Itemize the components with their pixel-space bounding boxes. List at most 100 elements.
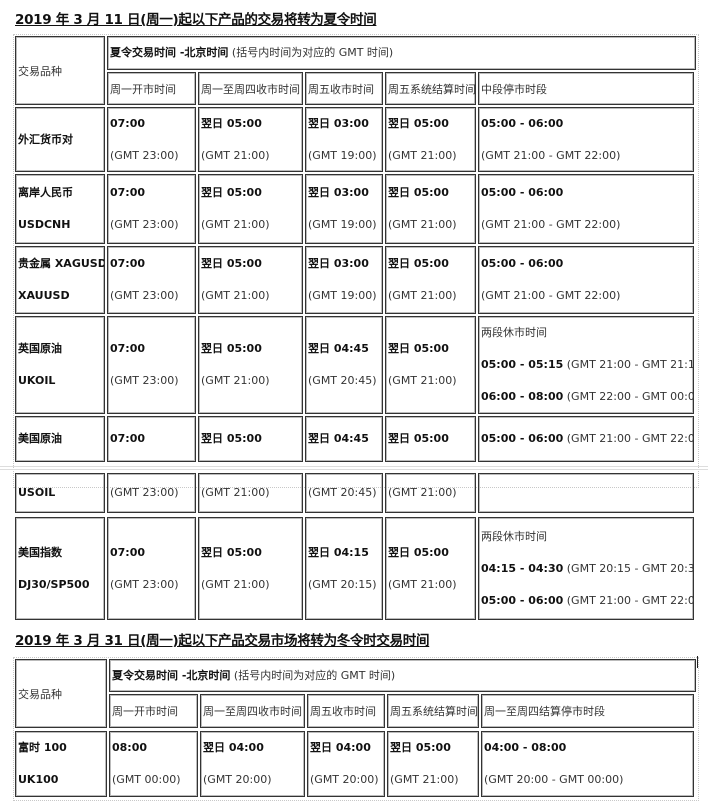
time-cell: 05:00 - 06:00 (GMT 21:00 - GMT 22:00) [478, 246, 694, 314]
normal-text: (GMT 21:00 - GMT 22:00) [481, 218, 621, 231]
bold-text: 07:00 [110, 342, 146, 355]
cell-line: USDCNH [18, 209, 104, 241]
cell-line: (GMT 21:00) [201, 280, 302, 312]
cell-line: (GMT 20:00) [203, 764, 304, 796]
cell-line: 美国原油 [18, 423, 104, 455]
cell-line: (GMT 21:00) [388, 365, 475, 397]
cell-line: 英国原油 [18, 333, 104, 365]
normal-text: 两段休市时间 [481, 326, 547, 339]
cell-line: (GMT 21:00) [388, 477, 475, 509]
normal-text: (GMT 21:00 - GMT 22:00) [563, 432, 694, 445]
normal-text: (GMT 20:15) [308, 577, 377, 591]
normal-text: (GMT 21:00) [201, 577, 270, 591]
cell-line: 美国指数 [18, 537, 104, 569]
cell-line: 翌日 05:00 [390, 732, 478, 764]
normal-text: (GMT 20:00 - GMT 00:00) [484, 773, 624, 786]
bold-text: 翌日 04:45 [308, 342, 369, 355]
bold-text: 08:00 [112, 741, 148, 754]
text-cursor [697, 656, 698, 668]
normal-text: (GMT 20:00) [310, 773, 379, 786]
cell-line: 07:00 [110, 423, 195, 455]
cell-line: 04:15 - 04:30 (GMT 20:15 - GMT 20:30) [481, 553, 693, 585]
column-header-label: 周五收市时间 [310, 705, 376, 718]
cell-line: (GMT 00:00) [112, 764, 197, 796]
bold-text: UK100 [18, 773, 59, 786]
cell-line: (GMT 20:00 - GMT 00:00) [484, 764, 693, 796]
cell-line: (GMT 20:15) [308, 569, 382, 601]
cell-line: 05:00 - 06:00 [481, 177, 693, 209]
normal-text: (GMT 21:00) [201, 218, 270, 231]
time-cell: 翌日 05:00 (GMT 21:00) [385, 246, 476, 314]
cell-line: UK100 [18, 764, 106, 796]
cell-line: (GMT 21:00 - GMT 22:00) [481, 140, 693, 172]
cell-line: (GMT 21:00) [201, 569, 302, 601]
column-header-label: 周一开市时间 [110, 82, 176, 96]
column-header-label: 周五收市时间 [308, 82, 374, 96]
cell-line: 翌日 05:00 [388, 177, 475, 209]
normal-text: (GMT 23:00) [110, 218, 179, 231]
time-cell: 翌日 05:00 (GMT 21:00) [198, 107, 303, 172]
normal-text: (GMT 21:00) [390, 773, 459, 786]
cell-line: (GMT 19:00) [308, 140, 382, 172]
product-cell: USOIL [15, 473, 105, 513]
time-cell: 翌日 04:45 (GMT 20:45) [305, 316, 383, 414]
normal-text: (GMT 21:00) [388, 486, 457, 499]
normal-text: (GMT 21:00 - GMT 22:00) [481, 148, 621, 162]
cell-line: (GMT 21:00) [390, 764, 478, 796]
normal-text: (GMT 20:45) [308, 374, 377, 387]
column-header: 周五收市时间 [305, 72, 383, 105]
normal-text: (GMT 21:00) [388, 374, 457, 387]
normal-text: (GMT 21:00) [201, 148, 270, 162]
time-cell: (GMT 20:45) [305, 473, 383, 513]
cell-line: 翌日 05:00 [201, 537, 302, 569]
cell-line: 07:00 [110, 108, 195, 140]
time-cell: (GMT 21:00) [385, 473, 476, 513]
cell-line: 翌日 05:00 [388, 333, 475, 365]
time-cell: 翌日 05:00 (GMT 21:00) [385, 316, 476, 414]
normal-text: (GMT 20:00) [203, 773, 272, 786]
bold-text: 05:00 - 05:15 [481, 358, 564, 371]
bold-text: USOIL [18, 486, 56, 499]
cell-line: 翌日 05:00 [201, 177, 302, 209]
time-cell: 07:00 (GMT 23:00) [107, 174, 196, 244]
cell-line: 翌日 03:00 [308, 108, 382, 140]
cell-line: (GMT 21:00 - GMT 22:00) [481, 280, 693, 312]
time-cell: 翌日 05:00 (GMT 21:00) [387, 731, 479, 797]
cell-line: UKOIL [18, 365, 104, 397]
normal-text: (GMT 23:00) [110, 577, 179, 591]
bold-text: 翌日 05:00 [201, 186, 262, 199]
time-cell: 07:00 (GMT 23:00) [107, 107, 196, 172]
normal-text: (GMT 22:00 - GMT 00:00) [563, 390, 694, 403]
normal-text: (GMT 19:00) [308, 218, 377, 231]
cell-line: 翌日 04:15 [308, 537, 382, 569]
cell-line: (GMT 20:00) [310, 764, 384, 796]
normal-text: 两段休市时间 [481, 529, 547, 543]
cell-line: 离岸人民币 [18, 177, 104, 209]
cell-line: 两段休市时间 [481, 521, 693, 553]
cell-line: 翌日 05:00 [388, 423, 475, 455]
cell-line: (GMT 20:45) [308, 365, 382, 397]
cell-line: 翌日 05:00 [201, 108, 302, 140]
cell-line: 翌日 04:45 [308, 333, 382, 365]
product-cell: 富时 100 UK100 [15, 731, 107, 797]
cell-line: 04:00 - 08:00 [484, 732, 693, 764]
cell-line: USOIL [18, 477, 104, 509]
cell-line: (GMT 21:00) [388, 569, 475, 601]
product-cell: 英国原油 UKOIL [15, 316, 105, 414]
cell-line: 富时 100 [18, 732, 106, 764]
time-cell [478, 473, 694, 513]
time-cell: 07:00 [107, 416, 196, 462]
cell-line: 翌日 05:00 [201, 333, 302, 365]
cell-line: 夏令交易时间 -北京时间 (括号内时间为对应的 GMT 时间) [110, 37, 695, 69]
column-header-label: 周一至周四结算停市时段 [484, 705, 605, 718]
time-cell: 翌日 03:00 (GMT 19:00) [305, 174, 383, 244]
cell-line: (GMT 23:00) [110, 477, 195, 509]
product-cell: 贵金属 XAGUSD/XAUUSD [15, 246, 105, 314]
cell-line: (GMT 23:00) [110, 140, 195, 172]
bold-text: 翌日 05:00 [388, 545, 449, 559]
cell-line: 翌日 03:00 [308, 248, 382, 280]
column-header-label: 周一至周四收市时间 [203, 705, 302, 718]
normal-text: (GMT 21:00) [201, 374, 270, 387]
time-cell: 翌日 05:00 [385, 416, 476, 462]
cell-line: 翌日 03:00 [308, 177, 382, 209]
